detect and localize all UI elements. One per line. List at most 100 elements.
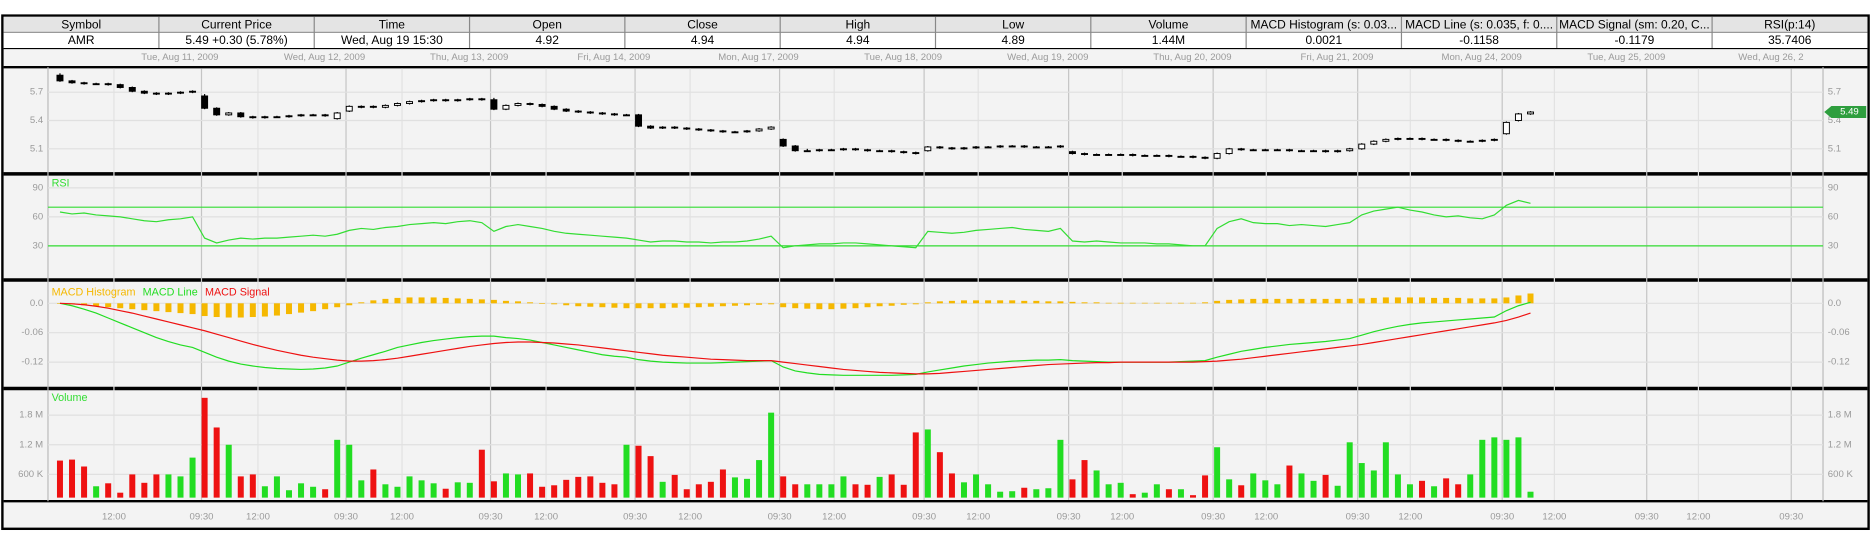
histogram-bar xyxy=(973,300,980,304)
volume-bar xyxy=(1334,485,1341,498)
column-value: 4.92 xyxy=(536,33,560,47)
volume-bar xyxy=(695,484,702,498)
histogram-bar xyxy=(756,303,763,305)
candle-body xyxy=(1346,148,1354,152)
volume-bar xyxy=(551,485,558,498)
volume-bar xyxy=(1057,439,1064,498)
y-tick-label-right: 30 xyxy=(1828,240,1839,251)
volume-bar xyxy=(1286,465,1293,498)
histogram-bar xyxy=(201,303,208,317)
candle-body xyxy=(1032,146,1040,149)
last-price-tag xyxy=(1824,106,1867,119)
candle-body xyxy=(104,83,112,86)
time-label: 12:00 xyxy=(822,511,846,522)
candle-body xyxy=(1020,145,1028,148)
candle-body xyxy=(345,105,353,112)
column-value: -0.1158 xyxy=(1459,33,1499,47)
candle-body xyxy=(1117,154,1125,156)
column-header: MACD Signal (sm: 0.20, C... xyxy=(1559,17,1710,31)
histogram-bar xyxy=(1105,302,1112,304)
candle-body xyxy=(526,103,534,105)
histogram-bar xyxy=(1394,297,1401,304)
volume-bar xyxy=(1093,470,1100,498)
histogram-bar xyxy=(671,303,678,308)
histogram-bar xyxy=(551,303,558,305)
candle-body xyxy=(647,125,655,129)
candle-body xyxy=(743,130,751,133)
candle-body xyxy=(839,148,847,151)
candle-body xyxy=(201,95,209,109)
candle-body xyxy=(1273,149,1281,152)
volume-bar xyxy=(756,460,763,498)
candle-body xyxy=(1044,146,1052,149)
volume-bar xyxy=(539,486,546,498)
volume-bar xyxy=(1177,489,1184,498)
candle-body xyxy=(466,98,474,101)
histogram-bar xyxy=(997,300,1004,304)
date-label: Tue, Aug 11, 2009 xyxy=(141,52,218,63)
volume-bar xyxy=(1165,489,1172,498)
candle-body xyxy=(888,150,896,153)
histogram-bar xyxy=(1033,300,1040,304)
histogram-bar xyxy=(1141,302,1148,304)
histogram-bar xyxy=(478,299,485,304)
candle-body xyxy=(803,150,811,153)
volume-bar xyxy=(623,444,630,498)
candle-body xyxy=(1165,154,1173,157)
histogram-bar xyxy=(1009,300,1016,304)
volume-bar xyxy=(936,452,943,498)
column-header: Volume xyxy=(1148,17,1188,31)
candle-body xyxy=(671,126,679,129)
volume-bar xyxy=(141,482,148,498)
y-tick-label: 30 xyxy=(33,240,44,251)
volume-bar xyxy=(1105,484,1112,498)
column-value: 4.94 xyxy=(691,33,715,47)
histogram-bar xyxy=(1202,302,1209,304)
candle-body xyxy=(68,80,76,84)
candle-body xyxy=(1141,154,1149,157)
histogram-bar xyxy=(985,300,992,304)
date-label: Fri, Aug 14, 2009 xyxy=(577,52,650,63)
candle-body xyxy=(1310,150,1318,153)
volume-bar xyxy=(1310,480,1317,498)
column-value: 0.0021 xyxy=(1305,33,1342,47)
histogram-bar xyxy=(719,303,726,307)
volume-bar xyxy=(1467,474,1474,498)
volume-bar xyxy=(406,476,413,498)
histogram-bar xyxy=(117,303,124,309)
candle-body xyxy=(406,101,413,105)
volume-bar xyxy=(93,486,100,498)
histogram-bar xyxy=(1515,295,1522,304)
volume-bar xyxy=(394,486,401,498)
column-value: 1.44M xyxy=(1152,33,1185,47)
volume-bar xyxy=(587,476,594,498)
y-tick-label-right: 60 xyxy=(1828,211,1839,222)
candle-body xyxy=(864,149,872,152)
y-tick-label: 1.2 M xyxy=(19,439,43,450)
histogram-bar xyxy=(912,303,919,305)
candle-body xyxy=(1514,113,1522,121)
time-label: 12:00 xyxy=(1542,511,1566,522)
column-header: Low xyxy=(1002,17,1024,31)
histogram-bar xyxy=(527,302,534,304)
candle-body xyxy=(1406,137,1414,140)
candle-body xyxy=(598,112,606,115)
candle-body xyxy=(936,146,944,149)
panel-title: RSI xyxy=(52,177,70,189)
histogram-bar xyxy=(960,300,967,304)
candle-body xyxy=(1249,149,1257,152)
last-price-label: 5.49 xyxy=(1840,107,1859,118)
histogram-bar xyxy=(924,302,931,304)
histogram-bar xyxy=(707,303,714,307)
date-label: Wed, Aug 26, 2 xyxy=(1738,52,1803,63)
histogram-bar xyxy=(948,300,955,304)
histogram-bar xyxy=(828,303,835,310)
histogram-bar xyxy=(623,303,630,309)
histogram-bar xyxy=(285,303,292,315)
candle-body xyxy=(502,104,510,110)
time-label: 12:00 xyxy=(534,511,558,522)
histogram-bar xyxy=(1346,298,1353,304)
volume-bar xyxy=(948,473,955,498)
histogram-bar xyxy=(599,303,606,308)
volume-bar xyxy=(1298,473,1305,498)
